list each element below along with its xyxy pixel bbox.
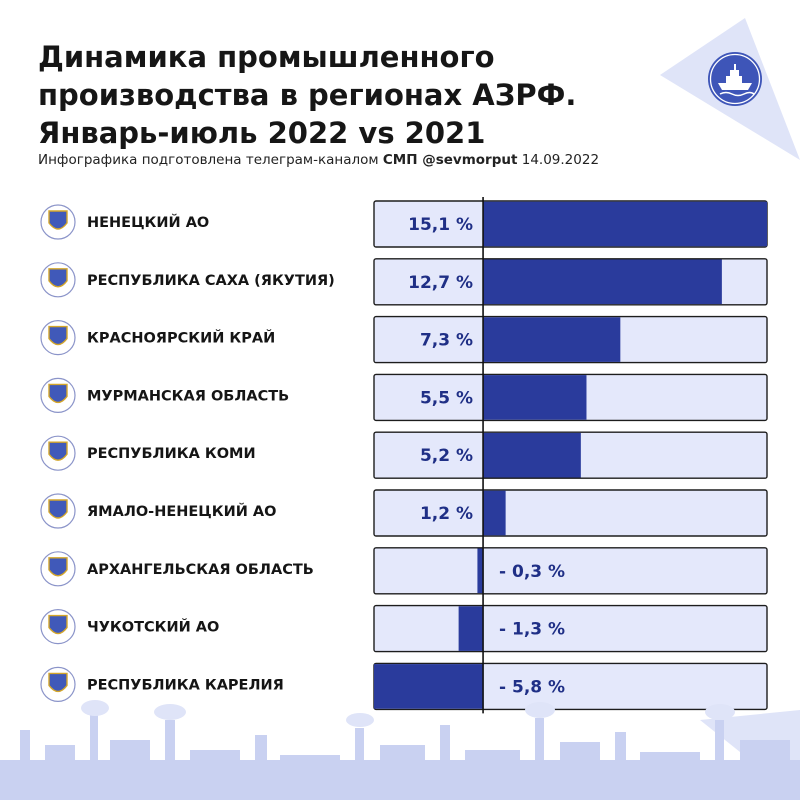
region-label: КРАСНОЯРСКИЙ КРАЙ <box>87 330 275 347</box>
value-label: - 5,8 % <box>499 677 565 697</box>
coat-of-arms-shield <box>48 614 68 635</box>
value-label: 15,1 % <box>408 215 473 235</box>
ship-logo-icon <box>708 52 762 106</box>
subtitle-date: 14.09.2022 <box>521 152 600 168</box>
region-label: АРХАНГЕЛЬСКАЯ ОБЛАСТЬ <box>87 562 314 578</box>
chart-title: Динамика промышленного производства в ре… <box>38 38 638 152</box>
bar <box>483 317 621 362</box>
region-label: ЧУКОТСКИЙ АО <box>87 619 219 636</box>
coat-of-arms-shield <box>48 499 68 519</box>
region-label: РЕСПУБЛИКА КАРЕЛИЯ <box>87 677 284 693</box>
region-label: РЕСПУБЛИКА САХА (ЯКУТИЯ) <box>87 273 335 289</box>
region-label: ЯМАЛО-НЕНЕЦКИЙ АО <box>87 503 276 520</box>
title-line-1: Динамика промышленного <box>38 40 495 74</box>
chart-subtitle: Инфографика подготовлена телеграм-канало… <box>38 152 599 168</box>
title-line-2: производства в регионах АЗРФ. <box>38 78 577 112</box>
value-label: 12,7 % <box>408 273 473 293</box>
bar <box>374 664 484 709</box>
bar <box>483 490 506 536</box>
bar <box>458 606 484 651</box>
coat-of-arms-shield <box>48 383 68 404</box>
coat-of-arms-shield <box>48 672 68 693</box>
bar <box>483 375 587 420</box>
coat-of-arms-shield <box>48 268 68 288</box>
value-box <box>373 547 768 595</box>
bar <box>483 432 581 478</box>
region-label: МУРМАНСКАЯ ОБЛАСТЬ <box>87 388 289 404</box>
title-line-3: Январь-июль 2022 vs 2021 <box>38 116 486 150</box>
bar <box>477 548 484 594</box>
bar <box>483 201 767 247</box>
subtitle-channel: СМП @sevmorput <box>382 152 518 168</box>
value-box <box>373 604 768 653</box>
subtitle-prefix: Инфографика подготовлена телеграм-канало… <box>38 152 379 168</box>
coat-of-arms-shield <box>48 441 68 461</box>
value-label: - 0,3 % <box>499 562 565 582</box>
factory-skyline-icon <box>0 700 800 800</box>
region-label: РЕСПУБЛИКА КОМИ <box>87 446 256 462</box>
value-label: - 1,3 % <box>499 620 565 640</box>
value-label: 5,5 % <box>420 388 473 408</box>
region-label: НЕНЕЦКИЙ АО <box>87 214 209 231</box>
coat-of-arms-shield <box>48 557 68 577</box>
value-box <box>373 489 768 537</box>
value-label: 7,3 % <box>420 331 473 351</box>
value-label: 5,2 % <box>420 446 473 466</box>
bar <box>483 259 722 305</box>
coat-of-arms-shield <box>48 210 68 230</box>
value-label: 1,2 % <box>420 504 473 524</box>
coat-of-arms-shield <box>48 325 68 346</box>
